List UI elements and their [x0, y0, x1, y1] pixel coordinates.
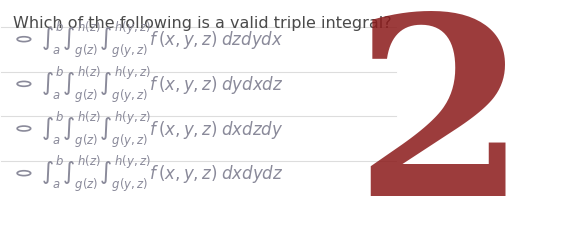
Text: $\int_a^b \int_{g(z)}^{h(z)} \int_{g(y,z)}^{h(y,z)} f\,(x, y, z)\; dxdydz$: $\int_a^b \int_{g(z)}^{h(z)} \int_{g(y,z…	[41, 153, 284, 194]
Text: $\int_a^b \int_{g(z)}^{h(z)} \int_{g(y,z)}^{h(y,z)} f\,(x, y, z)\; dydxdz$: $\int_a^b \int_{g(z)}^{h(z)} \int_{g(y,z…	[41, 65, 284, 105]
Text: $\int_a^b \int_{g(z)}^{h(z)} \int_{g(y,z)}^{h(y,z)} f\,(x, y, z)\; dxdzdy$: $\int_a^b \int_{g(z)}^{h(z)} \int_{g(y,z…	[41, 109, 283, 149]
Text: $\int_a^b \int_{g(z)}^{h(z)} \int_{g(y,z)}^{h(y,z)} f\,(x, y, z)\; dzdydx$: $\int_a^b \int_{g(z)}^{h(z)} \int_{g(y,z…	[41, 20, 283, 60]
Text: Which of the following is a valid triple integral?: Which of the following is a valid triple…	[12, 16, 391, 31]
Text: 2: 2	[354, 7, 528, 247]
